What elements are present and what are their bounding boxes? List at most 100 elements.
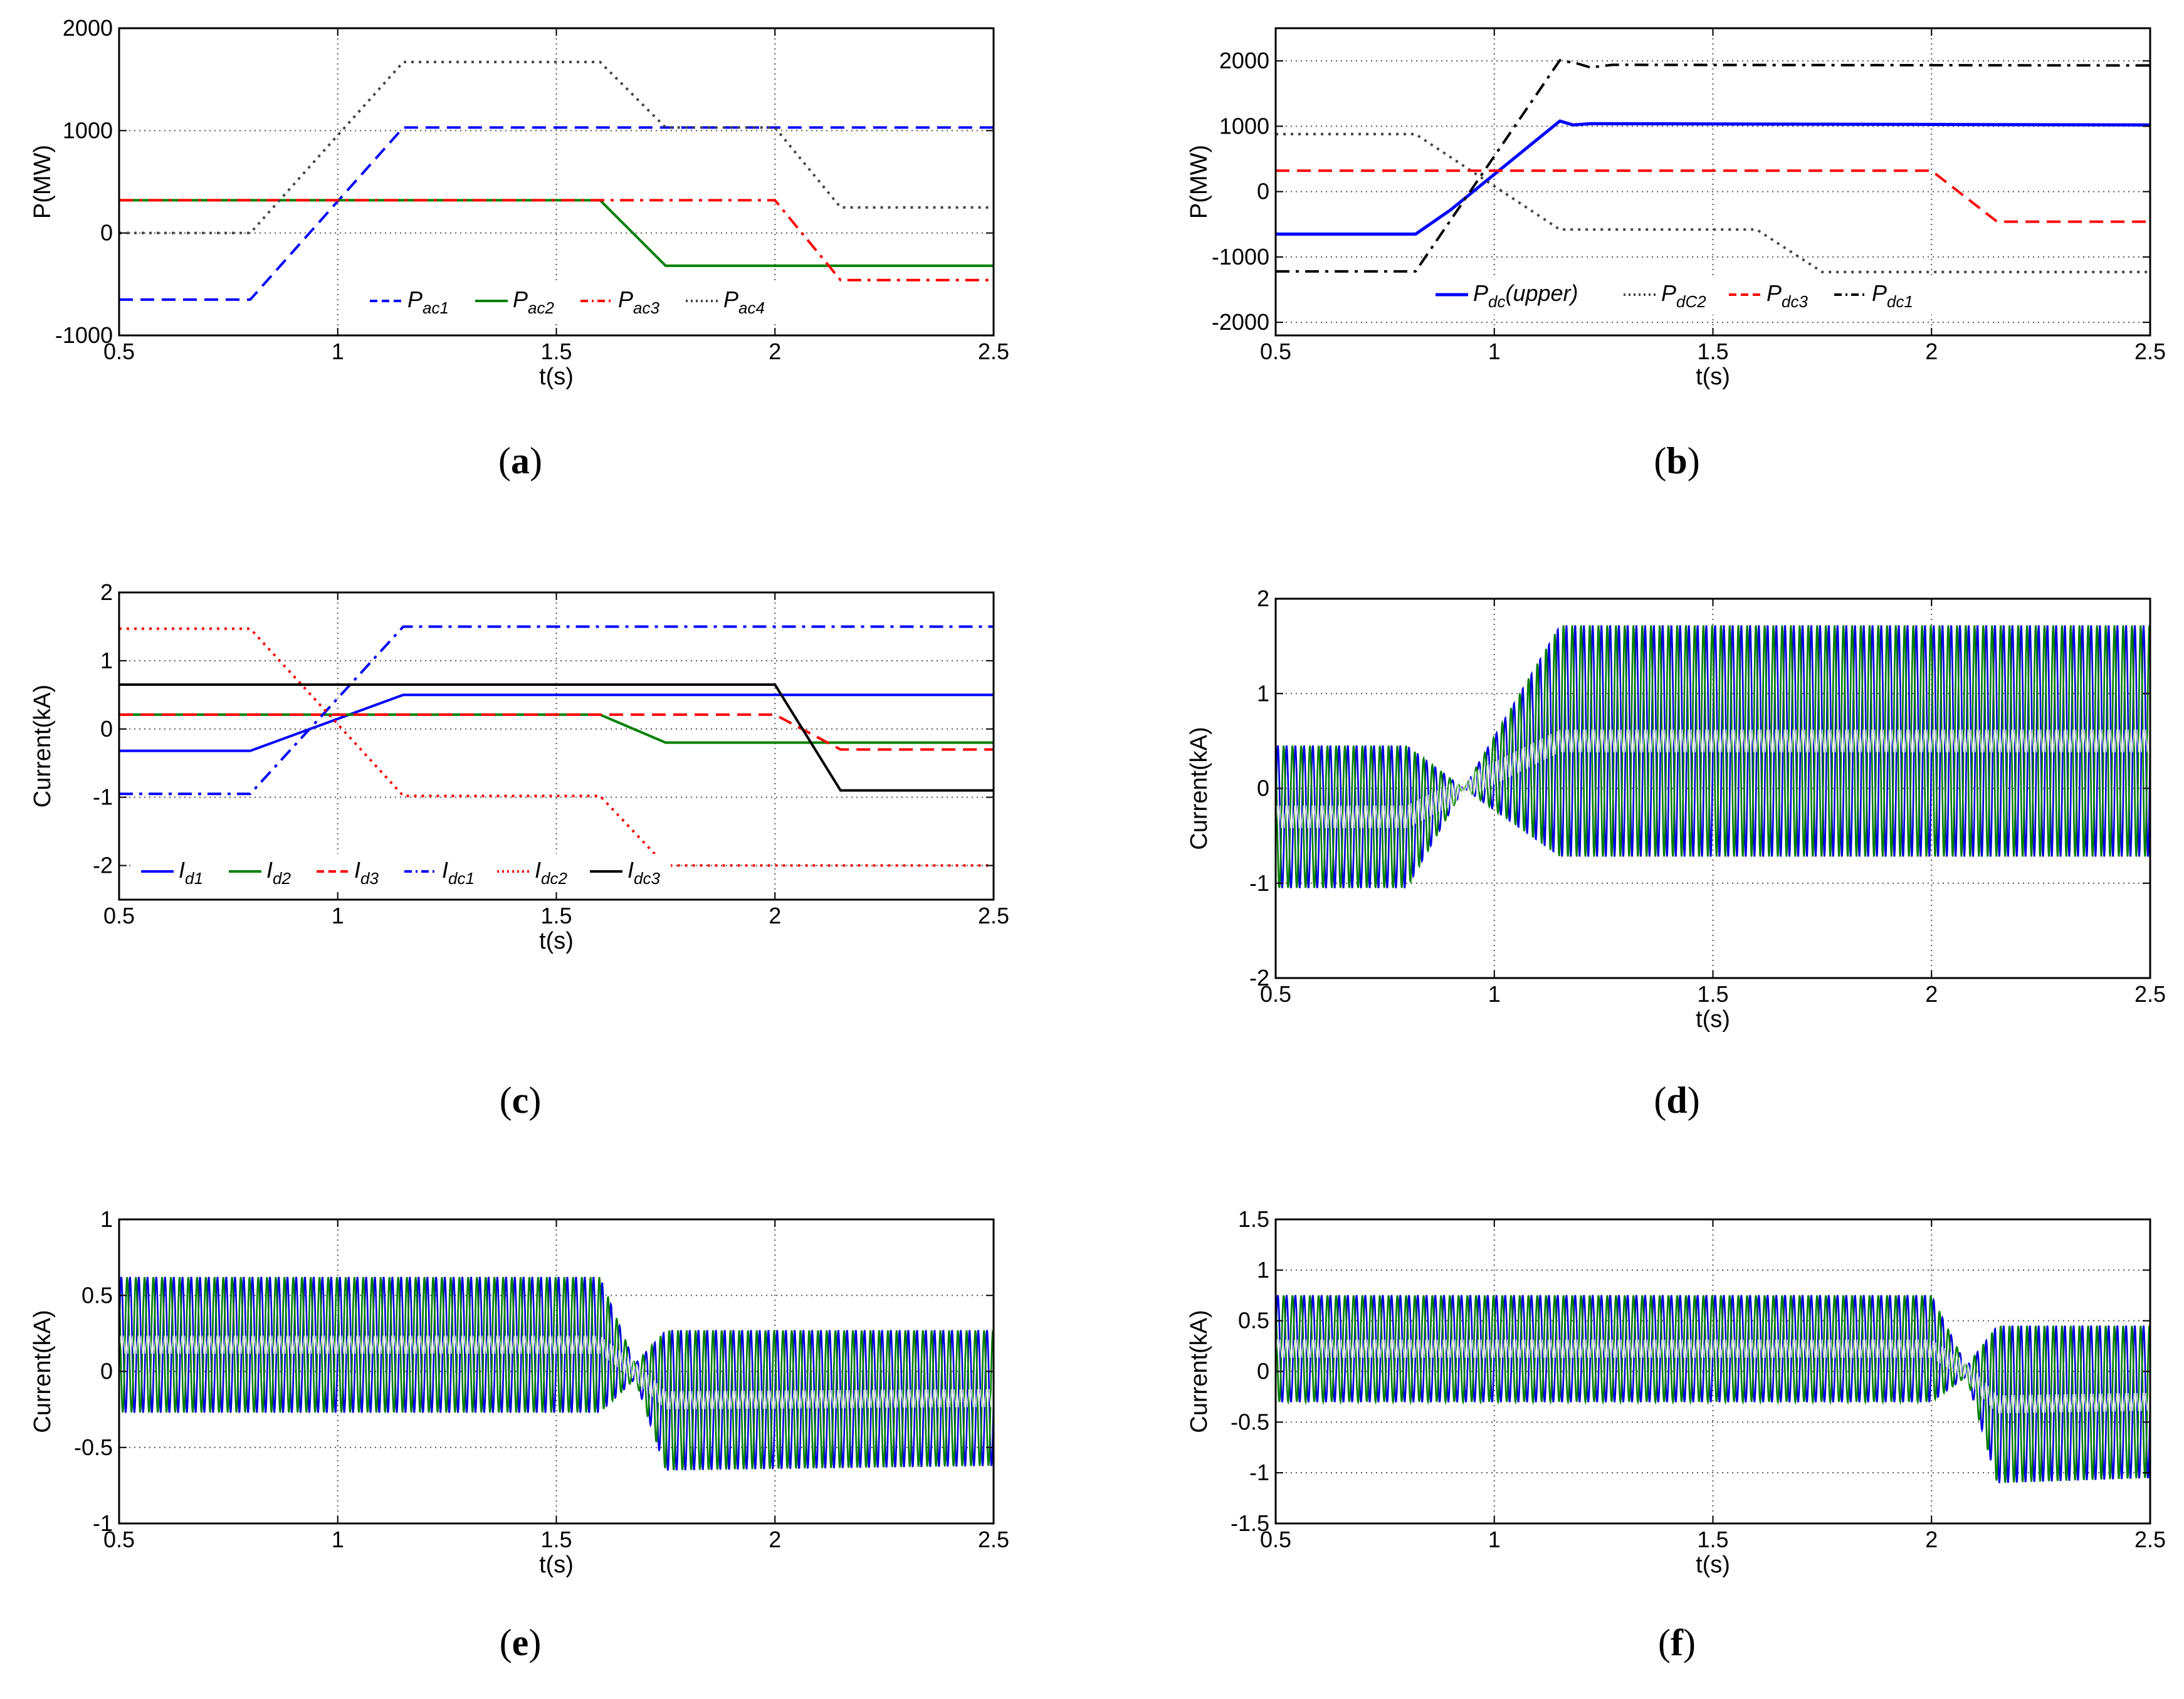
y-tick-label: 0	[100, 1359, 113, 1384]
y-tick-label: 0	[100, 220, 113, 246]
x-axis-label: t(s)	[1696, 364, 1730, 390]
phase-current-1	[119, 1276, 994, 1471]
y-tick-label: -2	[93, 853, 113, 878]
y-tick-label: -0.5	[1231, 1409, 1269, 1434]
x-tick-label: 2	[769, 339, 781, 364]
y-tick-label: 2000	[1219, 48, 1269, 73]
caption-paren-open: (	[1654, 440, 1666, 481]
series-line-ac3	[119, 199, 994, 281]
caption-letter: a	[511, 440, 530, 481]
x-tick-label: 0.5	[1260, 1527, 1291, 1552]
x-tick-label: 1.5	[1697, 1527, 1728, 1552]
legend-label-sub: d2	[273, 869, 291, 888]
legend-label-sub: d3	[360, 869, 379, 888]
plot-content	[119, 625, 994, 867]
center-trace	[119, 1335, 994, 1410]
y-tick-label: 1	[100, 648, 113, 673]
legend-label-main: P	[1473, 280, 1488, 306]
series-line-dc_upper	[1276, 119, 2150, 236]
caption-paren-close: )	[1688, 440, 1700, 481]
legend-label-dc2: Idc2	[535, 857, 567, 888]
y-tick-label: -1.5	[1231, 1510, 1269, 1536]
legend-background	[1426, 277, 2003, 315]
legend-label-suffix: (upper)	[1505, 280, 1578, 306]
legend-label-d2: Id2	[266, 857, 291, 888]
legend-label-main: I	[535, 857, 541, 883]
y-tick-label: 1000	[1219, 113, 1269, 139]
y-tick-label: -1	[93, 784, 113, 810]
x-axis-label: t(s)	[539, 1552, 574, 1578]
legend: Id1 Id2 Id3 Idc1 Idc2 Idc3	[132, 854, 671, 892]
x-tick-label: 2.5	[978, 1527, 1009, 1552]
panel-b: 0.5 1 1.5 2 2.5 -2000 -1000 0 1000 2000 t(s) P(MW) P…	[1186, 27, 2166, 481]
y-axis-label: P(MW)	[1186, 145, 1212, 219]
x-tick-label: 2	[1925, 339, 1938, 364]
x-tick-label: 2.5	[2134, 339, 2166, 364]
y-tick-label: -1000	[1212, 244, 1269, 270]
y-axis-label: Current(kA)	[1186, 727, 1212, 849]
x-tick-label: 2	[769, 1527, 781, 1552]
caption-paren-open: (	[498, 440, 511, 481]
caption-paren-open: (	[500, 1080, 512, 1121]
y-tick-label: 1	[1257, 680, 1269, 706]
legend-background	[360, 283, 937, 321]
legend-label-main: I	[179, 857, 185, 883]
caption-paren-open: (	[1654, 1080, 1666, 1121]
legend-label-dc1: Idc1	[442, 857, 475, 888]
y-tick-label: -1	[1249, 870, 1269, 896]
legend-label-main: P	[513, 287, 528, 312]
x-tick-label: 1	[332, 1527, 344, 1552]
x-tick-label: 1	[1488, 981, 1501, 1007]
legend-label-sub: dc3	[634, 869, 660, 888]
series-line-dc1	[1276, 59, 2150, 273]
caption-letter: e	[512, 1622, 529, 1663]
y-tick-label: 2	[100, 579, 113, 605]
legend-label-ac2: Pac2	[513, 287, 554, 317]
x-tick-label: 1.5	[1697, 981, 1728, 1007]
x-tick-label: 1.5	[540, 1527, 572, 1552]
panel-caption: (c)	[500, 1080, 542, 1121]
x-tick-label: 0.5	[103, 1527, 135, 1552]
legend-label-dc3: Idc3	[627, 857, 660, 888]
legend-label-d1: Id1	[179, 857, 203, 888]
legend-label-main: I	[266, 857, 273, 883]
caption-letter: b	[1666, 440, 1687, 481]
legend-label-dc1: Pdc1	[1872, 280, 1913, 311]
x-axis-label: t(s)	[539, 364, 574, 390]
y-axis-label: Current(kA)	[29, 1310, 56, 1433]
center-trace	[1276, 1339, 2150, 1414]
plot-content	[1276, 59, 2150, 273]
x-tick-label: 1.5	[540, 903, 572, 928]
legend-label-ac4: Pac4	[723, 287, 765, 317]
series-line-d3	[119, 713, 994, 751]
x-tick-label: 2.5	[2134, 981, 2166, 1007]
series-line-dc1	[119, 625, 994, 796]
y-tick-label: 0	[1257, 1359, 1269, 1384]
panel-caption: (b)	[1654, 440, 1699, 481]
phase-current-2	[1276, 1295, 2150, 1483]
phase-current-1	[1276, 625, 2150, 888]
plot-content	[119, 60, 994, 301]
y-tick-label: -1	[93, 1510, 113, 1536]
caption-paren-close: )	[1688, 1080, 1700, 1121]
legend-label-main: P	[1661, 280, 1676, 306]
panel-e: 0.5 1 1.5 2 2.5 -1 -0.5 0 0.5 1 t(s) Current(kA) (e)	[29, 1206, 1009, 1663]
series-line-d1	[119, 693, 994, 752]
legend-label-dC2: PdC2	[1661, 280, 1706, 311]
x-tick-label: 1.5	[1697, 339, 1728, 364]
caption-letter: c	[512, 1080, 529, 1121]
x-axis-label: t(s)	[539, 928, 574, 954]
legend-label-sub: dC2	[1676, 292, 1706, 311]
panel-f: 0.5 1 1.5 2 2.5-1.5-1-0.500.511.5t(s)Current…	[1186, 1206, 2166, 1663]
legend: Pac1 Pac2 Pac3 Pac4	[360, 283, 937, 321]
legend-label-main: I	[627, 857, 634, 883]
legend-label-main: P	[723, 287, 738, 312]
legend-label-ac3: Pac3	[618, 287, 659, 317]
y-tick-label: -1	[1249, 1460, 1269, 1485]
y-tick-label: -1000	[55, 322, 113, 348]
y-tick-label: -2000	[1212, 309, 1269, 335]
x-tick-label: 2.5	[2134, 1527, 2166, 1552]
caption-paren-close: )	[528, 1622, 541, 1663]
